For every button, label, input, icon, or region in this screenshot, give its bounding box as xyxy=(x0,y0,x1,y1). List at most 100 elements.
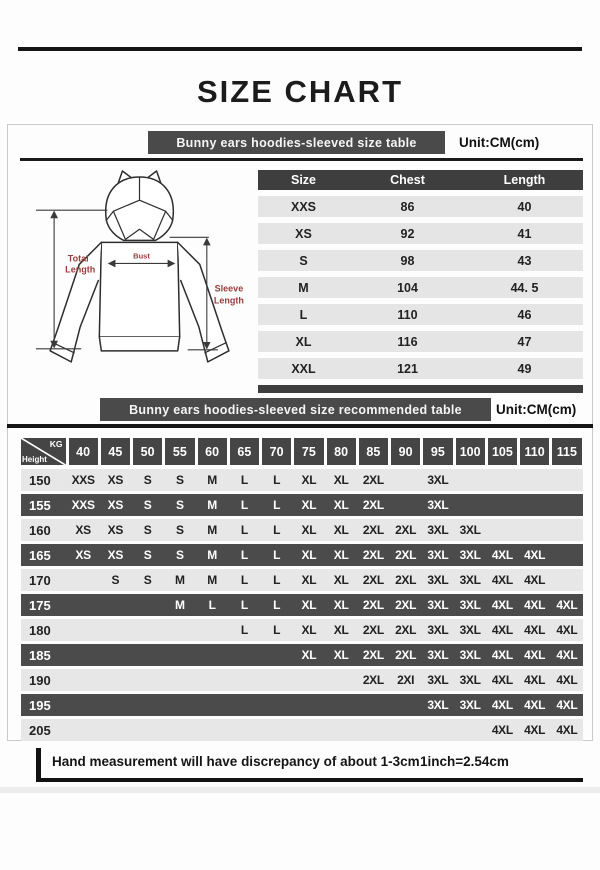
matrix-size-cell: 2XL xyxy=(362,548,384,562)
matrix-size-cell: 2XL xyxy=(362,623,384,637)
matrix-size-cell: 3XL xyxy=(427,598,449,612)
matrix-weight-header-cell: 60 xyxy=(197,438,227,465)
matrix-size-cell: S xyxy=(176,498,184,512)
size-table-cell: 104 xyxy=(397,280,418,295)
measurement-note: Hand measurement will have discrepancy o… xyxy=(52,754,420,769)
matrix-size-cell: 4XL xyxy=(524,548,546,562)
size-table-cell: L xyxy=(299,307,308,322)
matrix-size-cell: 4XL xyxy=(491,648,513,662)
matrix-size-cell: M xyxy=(207,573,217,587)
total-length-label-line2: Length xyxy=(65,264,95,274)
matrix-size-cell: 4XL xyxy=(491,673,513,687)
size-table-cell: 121 xyxy=(397,361,418,376)
matrix-weight-header-cell: 90 xyxy=(391,438,421,465)
sleeve-length-ticks xyxy=(169,236,218,351)
size-table-cell: 41 xyxy=(517,226,532,241)
size-table-cell: 86 xyxy=(400,199,415,214)
matrix-size-cell: 4XL xyxy=(491,573,513,587)
matrix-size-cell: XXS xyxy=(71,498,95,512)
matrix-size-cell: 4XL xyxy=(556,623,578,637)
matrix-size-cell: XS xyxy=(75,523,91,537)
matrix-size-cell: 4XL xyxy=(556,723,578,737)
section1-unit-label: Unit:CM(cm) xyxy=(459,135,540,150)
matrix-size-cell: S xyxy=(143,498,152,512)
matrix-weight-header-cell: 50 xyxy=(133,438,163,465)
matrix-size-cell: XL xyxy=(333,473,349,487)
size-table-cell: 43 xyxy=(517,253,532,268)
matrix-size-cell: S xyxy=(143,473,152,487)
total-length-label-line1: Total xyxy=(68,253,89,263)
sleeve-left xyxy=(49,241,103,363)
matrix-size-cell: 3XL xyxy=(427,573,449,587)
matrix-header-row: KG Height 40 45 50 55 60 65 70 75 80 85 90 95 100 105… xyxy=(21,438,583,465)
matrix-size-cell: 3XL xyxy=(459,698,481,712)
matrix-size-cell: 2XL xyxy=(362,498,384,512)
matrix-weight-header-cell: 85 xyxy=(358,438,388,465)
matrix-row: 175 M L L L XL XL 2XL 2XL 3XL 3XL 4XL 4XL 4XL xyxy=(21,594,583,616)
size-table-row: XL 116 47 xyxy=(258,331,583,352)
size-table-body: XXS 86 40 XS 92 41 S 98 43 M 104 44. 5 L 110 46 XL 116 47… xyxy=(258,196,583,379)
matrix-size-cell: 4XL xyxy=(524,673,546,687)
matrix-height-label: 150 xyxy=(29,472,51,488)
total-length-ticks xyxy=(36,209,108,350)
matrix-size-cell: 4XL xyxy=(556,648,578,662)
matrix-size-cell: 3XL xyxy=(427,548,449,562)
matrix-size-cell: 3XL xyxy=(459,598,481,612)
matrix-row: 205 4XL 4XL 4XL xyxy=(21,719,583,741)
matrix-row: 150 XXS XS S S M L L XL XL 2XL 3XL xyxy=(21,469,583,491)
matrix-weight-header-cell: 55 xyxy=(165,438,195,465)
matrix-size-cell: XL xyxy=(301,473,317,487)
matrix-size-cell: 2XL xyxy=(362,523,384,537)
hoodie-measurement-diagram: Total Length Bust Sleeve Length xyxy=(18,166,256,385)
matrix-weight-header-cell: 100 xyxy=(455,438,485,465)
matrix-weight-header-cell: 95 xyxy=(423,438,453,465)
size-table-cell: 47 xyxy=(517,334,532,349)
corner-kg-label: KG xyxy=(49,439,63,449)
matrix-height-label: 155 xyxy=(29,497,51,513)
matrix-size-cell: 2XL xyxy=(395,523,417,537)
size-table-cell: XXL xyxy=(291,361,316,376)
matrix-size-cell: 4XL xyxy=(524,698,546,712)
matrix-size-cell: S xyxy=(143,548,152,562)
matrix-size-cell: 2XL xyxy=(395,648,417,662)
note-left-bar xyxy=(36,748,41,782)
size-table-cell: 40 xyxy=(517,199,532,214)
matrix-size-cell: XS xyxy=(107,523,124,537)
size-table-cell: 44. 5 xyxy=(510,280,539,295)
size-table-cell: XXS xyxy=(290,199,316,214)
matrix-size-cell: 4XL xyxy=(556,673,578,687)
size-table-row: S 98 43 xyxy=(258,250,583,271)
matrix-size-cell: 4XL xyxy=(524,573,546,587)
matrix-size-cell: XL xyxy=(333,573,349,587)
matrix-row: 155 XXS XS S S M L L XL XL 2XL 3XL xyxy=(21,494,583,516)
matrix-size-cell: L xyxy=(240,598,248,612)
matrix-size-cell: XL xyxy=(333,548,349,562)
matrix-size-cell: 4XL xyxy=(491,598,513,612)
matrix-size-cell: L xyxy=(273,623,281,637)
matrix-size-cell: M xyxy=(175,573,185,587)
matrix-size-cell: 3XL xyxy=(459,623,481,637)
matrix-size-cell: S xyxy=(143,523,152,537)
matrix-weight-header-cell: 75 xyxy=(294,438,324,465)
matrix-size-cell: L xyxy=(240,498,248,512)
size-table: Size Chest Length XXS 86 40 XS 92 41 S 98 43 M 104 44… xyxy=(258,170,583,393)
size-table-cell: 98 xyxy=(400,253,415,268)
matrix-height-label: 165 xyxy=(29,547,51,563)
matrix-row: 165 XS XS S S M L L XL XL 2XL 2XL 3XL 3XL 4XL 4XL xyxy=(21,544,583,566)
matrix-size-cell: 3XL xyxy=(427,623,449,637)
matrix-size-cell: XL xyxy=(301,523,317,537)
matrix-size-cell: 4XL xyxy=(524,623,546,637)
matrix-height-label: 195 xyxy=(29,697,51,713)
matrix-corner-cell: KG Height xyxy=(21,438,66,465)
matrix-size-cell: S xyxy=(143,573,152,587)
matrix-size-cell: 3XL xyxy=(459,523,481,537)
size-table-row: XXL 121 49 xyxy=(258,358,583,379)
matrix-size-cell: 4XL xyxy=(556,698,578,712)
matrix-size-cell: XXS xyxy=(71,473,95,487)
cuff-right xyxy=(204,342,227,354)
matrix-weight-header-cell: 70 xyxy=(262,438,292,465)
corner-diagonal-line xyxy=(21,438,66,465)
size-table-row: XS 92 41 xyxy=(258,223,583,244)
matrix-size-cell: 2XL xyxy=(395,573,417,587)
matrix-row: 170 S S M M L L XL XL 2XL 2XL 3XL 3XL 4XL 4XL xyxy=(21,569,583,591)
